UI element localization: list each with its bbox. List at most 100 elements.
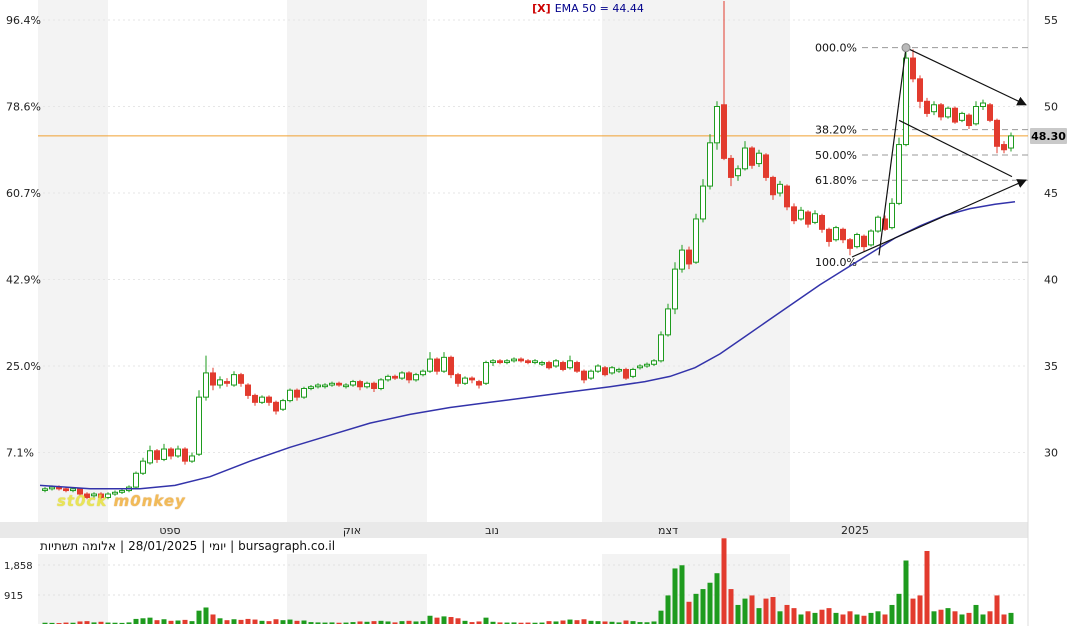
candle-body [168, 448, 174, 457]
volume-bar [385, 621, 391, 624]
volume-bar [882, 614, 888, 624]
volume-bar [434, 617, 440, 624]
volume-bar [448, 617, 454, 624]
volume-bar [217, 618, 223, 624]
volume-bar [245, 618, 251, 624]
volume-bar [770, 597, 776, 624]
watermark-part1: st0ck [57, 492, 108, 510]
watermark: st0ck m0nkey [57, 492, 186, 510]
volume-bar [210, 614, 216, 624]
candle-body [371, 382, 377, 389]
candle-body [798, 209, 804, 220]
candle-body [973, 106, 979, 125]
trendline [878, 47, 907, 256]
candle-body [917, 78, 923, 102]
volume-bar [287, 619, 293, 624]
candle-body [231, 374, 237, 386]
candle-body [623, 368, 629, 379]
volume-bar [231, 619, 237, 624]
candle-body [931, 104, 937, 113]
month-label: 2025 [841, 524, 869, 537]
candle-body [112, 491, 118, 495]
instrument-name: אלומה תשתיות [40, 539, 117, 553]
price-axis-label: 55 [1044, 14, 1058, 27]
candle-body [504, 360, 510, 364]
candle-body [924, 100, 930, 114]
volume-bar [721, 538, 727, 624]
remove-indicator-button[interactable]: [X] [532, 2, 551, 15]
footer-separator: | [230, 539, 235, 553]
candle-body [574, 362, 580, 372]
candle-body [399, 372, 405, 379]
volume-bar [294, 620, 300, 624]
candle-body [700, 185, 706, 220]
volume-bar [567, 619, 573, 624]
volume-bar [259, 620, 265, 624]
candle-body [567, 360, 573, 369]
volume-bar [812, 612, 818, 624]
volume-bar [413, 621, 419, 624]
candle-body [490, 360, 496, 364]
candle-body [175, 448, 181, 457]
volume-bar [861, 615, 867, 624]
candle-body [511, 358, 517, 362]
candle-body [959, 112, 965, 121]
volume-bar [112, 622, 118, 624]
candle-body [406, 372, 412, 381]
indicator-legend: [X] EMA 50 = 44.44 [532, 2, 644, 15]
volume-bar [49, 622, 55, 624]
candle-body [42, 488, 48, 491]
candle-body [203, 372, 209, 398]
volume-bar [735, 604, 741, 624]
candle-body [553, 360, 559, 367]
price-axis-label: 30 [1044, 447, 1058, 460]
candle-body [154, 450, 160, 460]
volume-bar [875, 611, 881, 624]
volume-bar [441, 616, 447, 624]
candle-body [826, 228, 832, 242]
volume-bar [175, 620, 181, 624]
volume-bar [987, 611, 993, 624]
volume-bar [553, 621, 559, 624]
volume-bar [1008, 612, 1014, 624]
volume-bar [63, 622, 69, 624]
candle-body [777, 183, 783, 194]
candle-body [336, 382, 342, 386]
volume-bar [651, 621, 657, 624]
candle-body [588, 370, 594, 379]
candle-body [147, 450, 153, 464]
volume-bar [679, 565, 685, 624]
volume-bar [378, 620, 384, 624]
volume-bar [945, 608, 951, 624]
candle-body [847, 239, 853, 249]
volume-bar [637, 622, 643, 624]
candle-body [938, 104, 944, 118]
candle-body [945, 107, 951, 118]
source-link[interactable]: bursagraph.co.il [238, 539, 336, 553]
candle-body [343, 384, 349, 388]
price-axis-label: 40 [1044, 274, 1058, 287]
price-axis-label: 35 [1044, 360, 1058, 373]
trendline [905, 47, 1027, 106]
candle-body [560, 362, 566, 370]
volume-bar [91, 622, 97, 624]
volume-bar [476, 621, 482, 624]
volume-bar [728, 589, 734, 624]
candle-body [210, 372, 216, 386]
month-band [287, 554, 427, 624]
candle-body [763, 154, 769, 178]
candle-body [224, 381, 230, 384]
volume-bar [560, 620, 566, 624]
candle-body [910, 57, 916, 80]
volume-bar [133, 618, 139, 624]
volume-bar [490, 621, 496, 624]
volume-bar [665, 595, 671, 624]
candle-body [133, 472, 139, 488]
volume-bar [819, 609, 825, 624]
candle-body [595, 365, 601, 372]
month-label: אוק [343, 524, 361, 537]
volume-bar [455, 618, 461, 624]
volume-bar [889, 604, 895, 624]
candle-body [770, 176, 776, 196]
volume-bar [161, 619, 167, 624]
